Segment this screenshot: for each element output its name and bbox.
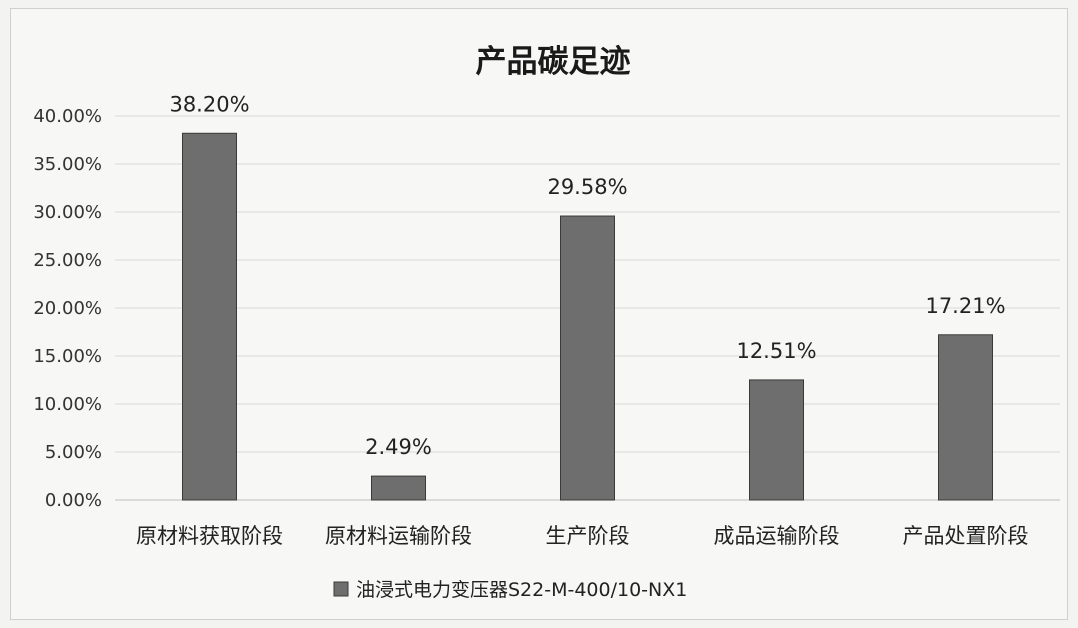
bars — [182, 132, 993, 501]
data-label: 38.20% — [169, 92, 249, 116]
category-label: 生产阶段 — [546, 524, 630, 548]
category-label: 原材料获取阶段 — [136, 524, 283, 548]
y-tick-label: 20.00% — [33, 298, 102, 319]
data-label: 17.21% — [925, 294, 1005, 318]
chart-title: 产品碳足迹 — [476, 44, 631, 80]
y-tick-label: 10.00% — [33, 394, 102, 415]
legend-series-name: 油浸式电力变压器S22-M-400/10-NX1 — [356, 579, 687, 601]
bar — [560, 215, 615, 501]
category-labels: 原材料获取阶段 原材料运输阶段 生产阶段 成品运输阶段 产品处置阶段 — [136, 524, 1029, 548]
bar — [938, 334, 993, 501]
category-label: 原材料运输阶段 — [325, 524, 472, 548]
y-axis-ticks: 0.00% 5.00% 10.00% 15.00% 20.00% 25.00% 30.00%… — [33, 106, 102, 511]
y-tick-label: 15.00% — [33, 346, 102, 367]
bar — [371, 475, 426, 501]
category-label: 产品处置阶段 — [903, 524, 1029, 548]
y-tick-label: 35.00% — [33, 154, 102, 175]
data-label: 29.58% — [547, 175, 627, 199]
legend: 油浸式电力变压器S22-M-400/10-NX1 — [333, 579, 687, 601]
bar — [749, 379, 804, 501]
data-label: 2.49% — [365, 435, 432, 459]
y-tick-label: 0.00% — [45, 490, 102, 511]
data-label: 12.51% — [736, 339, 816, 363]
bar — [182, 132, 237, 501]
category-label: 成品运输阶段 — [714, 524, 840, 548]
legend-swatch — [333, 581, 349, 597]
y-tick-label: 40.00% — [33, 106, 102, 127]
y-tick-label: 30.00% — [33, 202, 102, 223]
y-tick-label: 5.00% — [45, 442, 102, 463]
y-tick-label: 25.00% — [33, 250, 102, 271]
data-labels: 38.20% 2.49% 29.58% 12.51% 17.21% — [169, 92, 1005, 459]
